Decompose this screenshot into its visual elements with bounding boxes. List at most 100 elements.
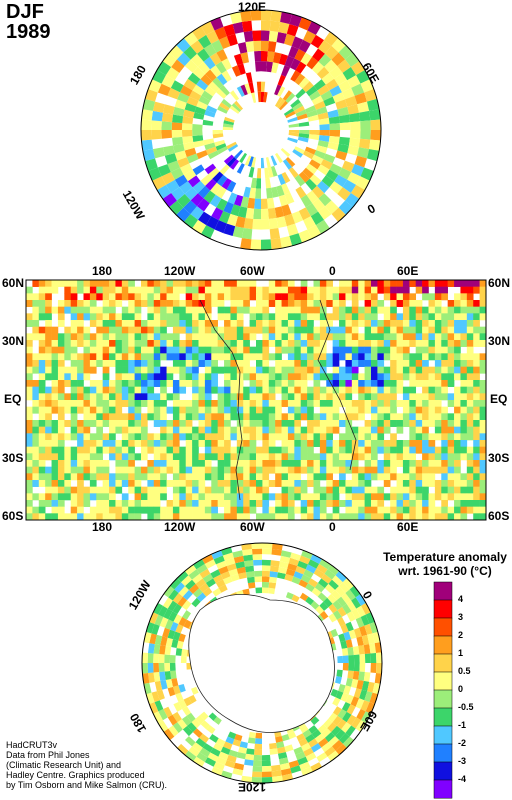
polar-cell — [226, 141, 237, 150]
legend-swatch — [433, 707, 453, 727]
polar-cell — [317, 84, 330, 96]
map-cell — [479, 400, 487, 407]
polar-cell — [342, 160, 355, 173]
map-cell — [89, 460, 97, 467]
map-cell — [326, 466, 333, 474]
polar-cell — [177, 92, 190, 103]
map-cell — [358, 333, 365, 341]
map-cell — [351, 433, 359, 441]
map-cell — [447, 380, 455, 387]
map-cell — [402, 333, 410, 341]
polar-cell — [244, 759, 254, 766]
map-cell — [249, 373, 257, 381]
map-cell — [390, 326, 397, 334]
map-cell — [45, 386, 52, 394]
polar-cell — [210, 65, 222, 78]
map-cell — [339, 386, 346, 394]
map-top-lon-0: 0 — [329, 264, 336, 278]
polar-cell — [314, 150, 326, 160]
polar-cell — [195, 715, 205, 725]
map-cell — [332, 306, 340, 314]
map-cell — [415, 280, 423, 287]
map-cell — [192, 306, 199, 314]
map-cell — [434, 413, 442, 421]
map-cell — [45, 333, 52, 341]
polar-cell — [291, 576, 301, 585]
map-cell — [441, 386, 448, 394]
map-cell — [32, 453, 40, 461]
map-cell — [281, 313, 289, 321]
polar-cell — [187, 175, 201, 188]
polar-cell — [198, 211, 212, 226]
polar-cell — [182, 136, 194, 144]
map-cell — [236, 440, 244, 447]
polar-cell — [318, 40, 332, 54]
map-cell — [38, 326, 46, 334]
map-cell — [153, 500, 161, 507]
map-cell — [409, 493, 417, 501]
polar-cell — [252, 219, 261, 230]
map-cell — [371, 333, 378, 341]
polar-cell — [321, 573, 332, 584]
polar-cell — [254, 198, 261, 210]
map-cell — [89, 513, 97, 521]
map-cell — [447, 420, 455, 427]
map-cell — [64, 460, 72, 467]
map-cell — [415, 346, 423, 354]
map-cell — [57, 366, 65, 374]
map-cell — [428, 366, 436, 374]
legend-title: Temperature anomaly wrt. 1961-90 (°C) — [380, 550, 510, 578]
map-cell — [243, 413, 250, 421]
map-cell — [115, 486, 123, 494]
map-cell — [364, 446, 372, 454]
map-cell — [224, 413, 231, 421]
map-cell — [198, 493, 206, 501]
map-cell — [281, 426, 289, 434]
map-cell — [160, 426, 167, 434]
map-cell — [275, 366, 282, 374]
polar-cell — [360, 700, 370, 712]
map-cell — [262, 286, 270, 294]
map-cell — [198, 480, 206, 487]
map-cell — [115, 320, 123, 327]
polar-cell — [289, 233, 302, 246]
map-cell — [479, 466, 487, 474]
polar-cell — [308, 134, 320, 141]
polar-cell — [232, 226, 244, 239]
map-cell — [377, 306, 385, 314]
map-cell — [51, 473, 59, 481]
map-cell — [217, 400, 225, 407]
map-cell — [332, 373, 340, 381]
map-cell — [294, 393, 302, 401]
map-cell — [268, 493, 276, 501]
map-cell — [153, 333, 161, 341]
polar-cell — [347, 172, 361, 185]
map-cell — [345, 453, 353, 461]
map-cell — [102, 320, 110, 327]
polar-cell — [165, 67, 180, 81]
map-cell — [345, 333, 353, 341]
map-cell — [115, 393, 123, 401]
map-cell — [64, 513, 72, 521]
polar-cell — [247, 737, 256, 744]
map-cell — [172, 393, 180, 401]
map-cell — [141, 393, 148, 401]
polar-cell — [337, 106, 349, 117]
map-cell — [243, 460, 250, 467]
map-cell — [351, 320, 359, 327]
polar-cell — [251, 92, 257, 103]
map-cell — [473, 500, 480, 507]
map-cell — [38, 346, 46, 354]
map-cell — [281, 380, 289, 387]
map-cell — [172, 400, 180, 407]
map-cell — [307, 286, 314, 294]
map-cell — [230, 360, 238, 367]
map-cell — [153, 420, 161, 427]
map-cell — [217, 326, 225, 334]
map-cell — [121, 500, 129, 507]
map-cell — [57, 440, 65, 447]
map-cell — [377, 346, 385, 354]
map-cell — [26, 406, 33, 414]
map-cell — [147, 333, 155, 341]
map-cell — [307, 400, 314, 407]
